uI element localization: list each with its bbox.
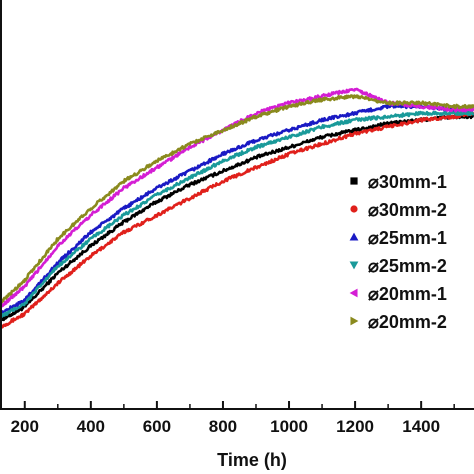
- legend-label: ⌀30mm-2: [368, 200, 447, 220]
- legend-marker: [349, 232, 359, 241]
- series-path: [0, 94, 474, 306]
- legend-marker: [349, 288, 358, 298]
- x-tick-label: 600: [143, 417, 171, 436]
- legend-marker: [350, 205, 358, 213]
- legend-label: ⌀30mm-1: [368, 172, 447, 192]
- legend-marker: [350, 177, 358, 185]
- x-tick-label: 800: [209, 417, 237, 436]
- legend: ⌀30mm-1 ⌀30mm-2 ⌀25mm-1 ⌀25mm-2 ⌀20mm-1 ⌀20mm…: [349, 172, 447, 332]
- x-tick-label: 1000: [270, 417, 308, 436]
- series-path: [0, 111, 474, 330]
- series-path: [0, 110, 474, 320]
- legend-marker: [349, 261, 359, 270]
- legend-label: ⌀25mm-2: [368, 256, 447, 276]
- series-line: [0, 94, 474, 306]
- series-line: [0, 111, 474, 330]
- legend-label: ⌀20mm-1: [368, 284, 447, 304]
- x-tick-label: 400: [77, 417, 105, 436]
- legend-label: ⌀20mm-2: [368, 312, 447, 332]
- series-line: [0, 110, 474, 320]
- x-axis-title: Time (h): [217, 450, 287, 470]
- series-layer: [0, 87, 474, 330]
- legend-label: ⌀25mm-1: [368, 228, 447, 248]
- axes-layer: [0, 0, 474, 410]
- x-ticks: 200 400 600 800 1000 1200 1400: [11, 401, 455, 436]
- legend-marker: [350, 316, 359, 326]
- x-tick-label: 200: [11, 417, 39, 436]
- x-tick-label: 1200: [336, 417, 374, 436]
- x-tick-label: 1400: [402, 417, 440, 436]
